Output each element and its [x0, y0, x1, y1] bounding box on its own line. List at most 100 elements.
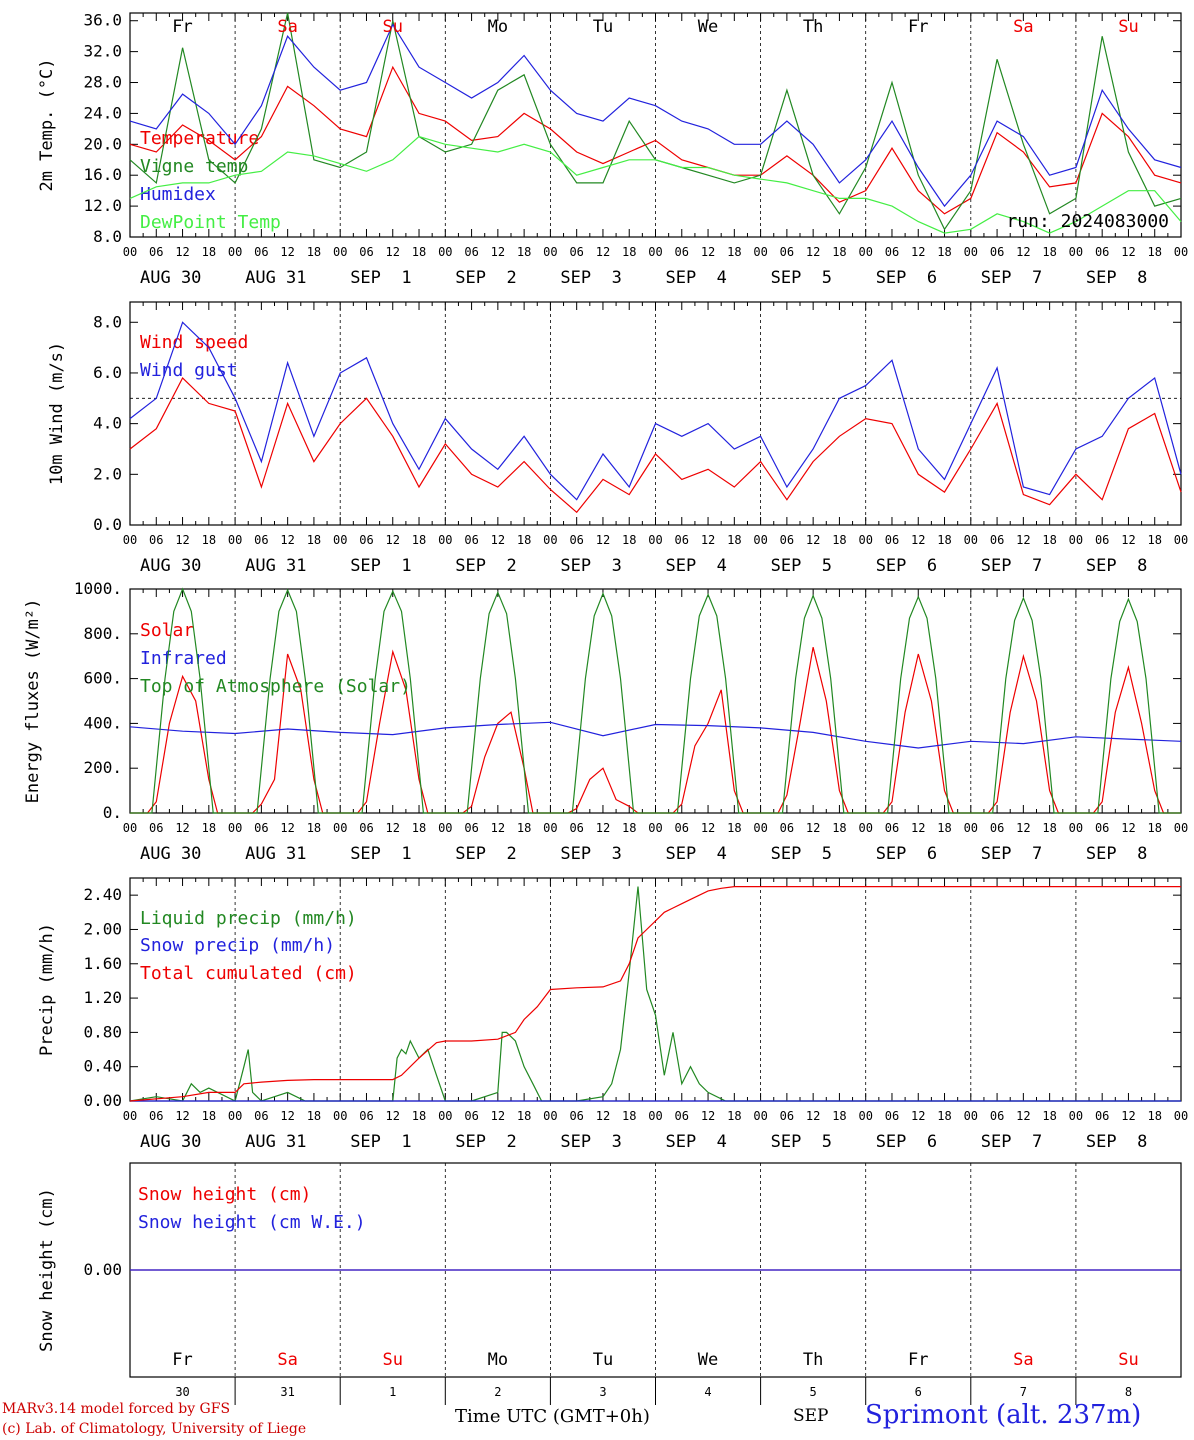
y-tick-label: 1000.	[74, 579, 122, 598]
date-label: SEP 3	[560, 556, 621, 576]
hour-label: 12	[280, 245, 294, 259]
series-line-top-of-atmosphere-solar-	[130, 587, 1181, 814]
hour-label: 18	[622, 1109, 636, 1123]
footer-model: MARv3.14 model forced by GFS	[2, 1401, 231, 1417]
date-label: AUG 30	[140, 1132, 201, 1152]
hour-label: 18	[1042, 245, 1056, 259]
legend-entry: Top of Atmosphere (Solar)	[140, 676, 411, 697]
hour-label: 00	[543, 821, 557, 835]
hour-label: 06	[675, 245, 689, 259]
hour-label: 12	[1016, 245, 1030, 259]
hour-label: 18	[622, 245, 636, 259]
hour-label: 06	[359, 245, 373, 259]
date-label: SEP 7	[981, 1132, 1042, 1152]
hour-label: 06	[675, 533, 689, 547]
hour-label: 00	[858, 821, 872, 835]
hour-label: 18	[937, 533, 951, 547]
legend-entry: Wind gust	[140, 360, 238, 381]
day-number: 5	[810, 1385, 817, 1399]
hour-label: 12	[491, 1109, 505, 1123]
hour-label: 18	[937, 245, 951, 259]
date-label: SEP 7	[981, 556, 1042, 576]
weekday-label: Fr	[908, 1350, 928, 1370]
hour-label: 00	[438, 533, 452, 547]
hour-label: 12	[280, 821, 294, 835]
day-number: 1	[389, 1385, 396, 1399]
hour-label: 06	[359, 533, 373, 547]
series-line-wind-speed	[129, 377, 1182, 514]
hour-label: 18	[517, 245, 531, 259]
day-number: 2	[494, 1385, 501, 1399]
hour-label: 06	[464, 1109, 478, 1123]
date-label: AUG 31	[245, 268, 306, 288]
weekday-label: Tu	[593, 17, 613, 37]
date-label: SEP 5	[771, 844, 832, 864]
weekday-label: Mo	[488, 17, 508, 37]
hour-label: 00	[1174, 533, 1188, 547]
hour-label: 12	[1016, 821, 1030, 835]
hour-label: 18	[832, 1109, 846, 1123]
hour-label: 12	[911, 1109, 925, 1123]
hour-label: 00	[1069, 821, 1083, 835]
hour-label: 00	[228, 1109, 242, 1123]
hour-label: 00	[858, 533, 872, 547]
weekday-label: Su	[383, 17, 403, 37]
hour-label: 00	[858, 245, 872, 259]
panel-frame	[129, 12, 1182, 238]
hour-label: 06	[569, 821, 583, 835]
y-tick-label: 12.0	[83, 196, 122, 215]
series-line-wind-gust	[129, 321, 1182, 501]
weekday-label: We	[698, 17, 718, 37]
y-tick-label: 28.0	[83, 73, 122, 92]
date-label: AUG 31	[245, 556, 306, 576]
panel-4: 0.00 Snow height (cm) Snow height (cm) Snow…	[37, 1162, 1182, 1405]
hour-label: 06	[1095, 245, 1109, 259]
panel-3: 00 06 12 18 00 06 12 18 00 06 12 18 00 06 12 18 00 06 12 18…	[37, 877, 1188, 1152]
hour-label: 06	[149, 533, 163, 547]
hour-label: 12	[596, 245, 610, 259]
date-label: SEP 1	[350, 844, 411, 864]
hour-label: 00	[1069, 1109, 1083, 1123]
hour-label: 06	[780, 1109, 794, 1123]
y-tick-label: 8.0	[93, 312, 122, 331]
date-label: SEP 3	[560, 1132, 621, 1152]
hour-label: 06	[149, 245, 163, 259]
hour-label: 06	[780, 245, 794, 259]
hour-label: 18	[1042, 533, 1056, 547]
hour-label: 18	[832, 533, 846, 547]
hour-label: 18	[202, 821, 216, 835]
hour-label: 06	[149, 821, 163, 835]
hour-label: 18	[202, 245, 216, 259]
y-tick-label: 200.	[83, 758, 122, 777]
legend-entry: Snow precip (mm/h)	[140, 935, 335, 956]
x-axis-title: Time UTC (GMT+0h)	[455, 1406, 650, 1427]
hour-label: 12	[596, 821, 610, 835]
hour-label: 06	[569, 1109, 583, 1123]
panel-1: 00 06 12 18 00 06 12 18 00 06 12 18 00 06 12 18 00 06 12 18…	[47, 301, 1188, 576]
y-tick-label: 0.	[103, 803, 122, 822]
hour-label: 18	[1147, 245, 1161, 259]
hour-label: 00	[228, 245, 242, 259]
series-line-infrared	[129, 721, 1182, 749]
series-line-temperature	[129, 65, 1182, 215]
weekday-label: Su	[1118, 17, 1138, 37]
hour-label: 06	[254, 533, 268, 547]
panel-frame	[129, 301, 1182, 526]
hour-label: 12	[1016, 533, 1030, 547]
hour-label: 12	[386, 533, 400, 547]
legend-entry: Solar	[140, 620, 194, 641]
legend-entry: Infrared	[140, 648, 227, 669]
hour-label: 00	[333, 533, 347, 547]
hour-label: 12	[701, 245, 715, 259]
y-tick-label: 4.0	[93, 414, 122, 433]
hour-label: 00	[123, 245, 137, 259]
hour-label: 00	[1174, 821, 1188, 835]
hour-label: 06	[885, 533, 899, 547]
hour-label: 18	[307, 821, 321, 835]
hour-label: 18	[937, 1109, 951, 1123]
hour-label: 12	[1121, 245, 1135, 259]
hour-label: 00	[964, 1109, 978, 1123]
hour-label: 18	[1042, 821, 1056, 835]
hour-label: 06	[359, 1109, 373, 1123]
hour-label: 18	[307, 245, 321, 259]
